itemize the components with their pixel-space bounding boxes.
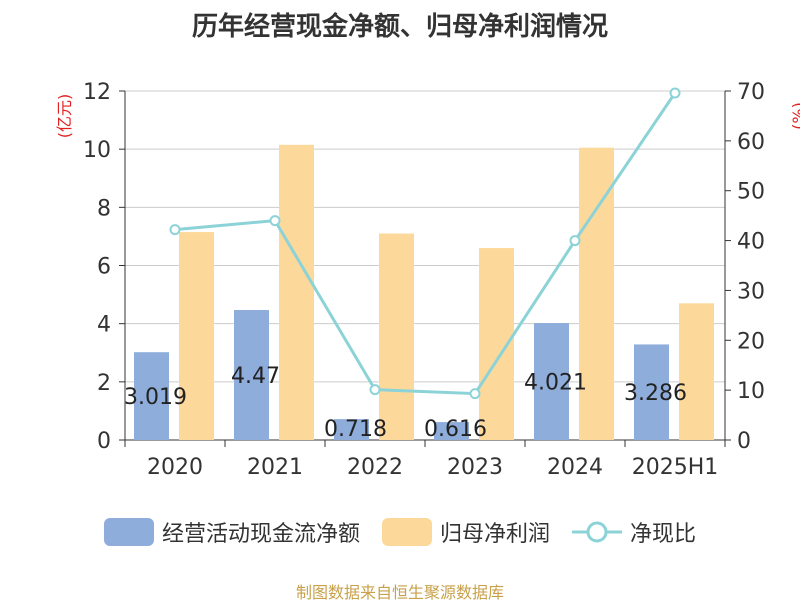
y-right-tick-label: 10 <box>737 379 765 404</box>
source-note: 制图数据来自恒生聚源数据库 <box>295 583 504 602</box>
y-left-tick-label: 6 <box>97 255 111 280</box>
y-left-tick-label: 0 <box>97 429 111 454</box>
y-right-tick-label: 60 <box>737 130 765 155</box>
bar-cashflow <box>234 309 269 440</box>
y-left-unit-label: (亿元) <box>55 94 74 139</box>
legend-label-cashflow: 经营活动现金流净额 <box>161 522 360 547</box>
bar-net-profit <box>579 147 614 440</box>
bar-net-profit <box>679 303 714 440</box>
y-right-tick-label: 30 <box>737 279 765 304</box>
point-ratio <box>669 87 681 99</box>
chart-title: 历年经营现金净额、归母净利润情况 <box>191 12 608 42</box>
bar-cashflow <box>634 344 669 440</box>
line-marker-icon <box>572 521 622 543</box>
y-left-tick-label: 2 <box>97 371 111 396</box>
y-right-tick-label: 70 <box>737 80 765 105</box>
y-left-tick-label: 8 <box>97 196 111 221</box>
legend-item-net-profit[interactable]: 归母净利润 <box>381 516 550 548</box>
bar-net-profit <box>179 232 214 440</box>
y-left-tick-label: 4 <box>97 313 111 338</box>
legend-label-ratio: 净现比 <box>630 522 697 547</box>
point-ratio <box>469 388 481 400</box>
y-right-tick-label: 40 <box>737 230 765 255</box>
y-left-tick-label: 10 <box>83 138 111 163</box>
bar-cashflow <box>334 419 369 440</box>
y-left-tick-label: 12 <box>83 80 111 105</box>
x-tick-label: 2024 <box>547 455 603 480</box>
legend-item-ratio[interactable]: 净现比 <box>572 516 696 548</box>
y-right-tick-label: 20 <box>737 329 765 354</box>
y-right-unit-label: (%) <box>789 102 800 130</box>
data-label-cashflow: 0.616 <box>424 417 487 442</box>
bar-net-profit <box>379 233 414 440</box>
net-profit-swatch-icon <box>381 518 432 546</box>
data-label-cashflow: 4.47 <box>231 364 280 389</box>
bar-cashflow <box>534 323 569 440</box>
bar-cashflow <box>134 352 169 440</box>
point-ratio <box>169 224 181 236</box>
x-tick-label: 2022 <box>347 455 403 480</box>
x-tick-label: 2025H1 <box>632 455 719 480</box>
chart-canvas: 0 2 4 6 8 10 12 0 10 20 30 40 50 60 70 (亿元) (%) 2020 2021 2… <box>55 80 800 480</box>
y-right-tick-label: 0 <box>737 429 751 454</box>
y-right-tick-label: 50 <box>737 180 765 205</box>
data-label-cashflow: 4.021 <box>524 371 587 396</box>
legend-label-net-profit: 归母净利润 <box>439 522 550 547</box>
x-tick-label: 2021 <box>247 455 303 480</box>
bar-cashflow <box>434 422 469 440</box>
data-label-cashflow: 3.019 <box>124 385 187 410</box>
data-label-cashflow: 0.718 <box>324 417 387 442</box>
legend: 经营活动现金流净额 归母净利润 净现比 <box>0 516 800 548</box>
cashflow-swatch-icon <box>103 518 154 546</box>
x-tick-label: 2023 <box>447 455 503 480</box>
point-ratio <box>269 215 281 227</box>
legend-item-cashflow[interactable]: 经营活动现金流净额 <box>103 516 360 548</box>
line-ratio <box>174 92 677 396</box>
bar-net-profit <box>279 144 314 440</box>
x-tick-label: 2020 <box>147 455 203 480</box>
point-ratio <box>569 235 581 247</box>
data-label-cashflow: 3.286 <box>624 381 687 406</box>
point-ratio <box>369 384 381 396</box>
